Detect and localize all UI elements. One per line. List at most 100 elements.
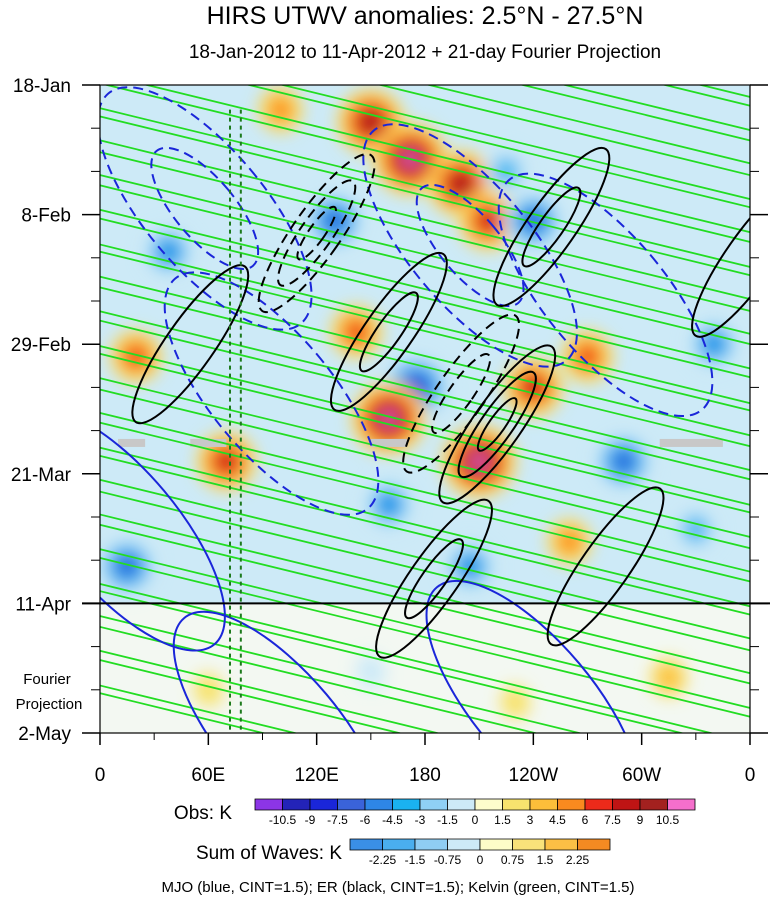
- kelvin-contours: [100, 85, 750, 733]
- legend-swatch: [512, 838, 546, 851]
- legend-level-label: 0: [477, 853, 484, 867]
- anomaly-blob: [496, 161, 516, 182]
- anomaly-blob: [193, 673, 224, 707]
- legend-level-label: -1.5: [437, 813, 458, 827]
- legend-level-label: 1.5: [537, 853, 554, 867]
- er-contour: [329, 251, 448, 412]
- anomaly-blob: [453, 176, 469, 192]
- kelvin-contour: [377, 85, 750, 177]
- anomaly-blob: [159, 242, 178, 261]
- kelvin-contour: [245, 85, 750, 209]
- legend-level-label: -3: [415, 813, 426, 827]
- mjo-contour: [100, 407, 226, 652]
- legend-swatch: [382, 838, 416, 851]
- mjo-contour: [172, 610, 389, 733]
- legend-swatch: [447, 838, 481, 851]
- mjo-contours: [100, 86, 714, 733]
- er-contour: [375, 498, 493, 659]
- er-contour: [257, 153, 376, 314]
- legend-level-label: 6: [582, 813, 589, 827]
- legend-level-label: -0.75: [434, 853, 462, 867]
- y-tick-label: 8-Feb: [21, 206, 71, 227]
- contour-note: MJO (blue, CINT=1.5); ER (black, CINT=1.…: [161, 879, 634, 896]
- legend-swatch: [612, 798, 641, 811]
- kelvin-contour: [100, 446, 750, 616]
- er-contour: [277, 179, 357, 287]
- legend-swatch: [414, 838, 448, 851]
- kelvin-contour: [100, 208, 750, 379]
- x-tick-label: 0: [95, 765, 106, 786]
- legend-swatch: [584, 798, 613, 811]
- projection-label-line2: Projection: [16, 696, 83, 713]
- er-contour: [358, 291, 419, 373]
- mjo-contour: [497, 172, 714, 418]
- er-contours: [131, 146, 750, 659]
- x-tick-label: 60E: [191, 765, 225, 786]
- legend-level-label: 9: [637, 813, 644, 827]
- kelvin-contour: [100, 174, 750, 345]
- legend-swatch: [474, 798, 503, 811]
- legend-swatch: [529, 798, 558, 811]
- x-tick-label: 120E: [294, 765, 338, 786]
- anomaly-blob: [578, 347, 597, 366]
- legend-level-label: 1.5: [494, 813, 511, 827]
- legend-swatch: [349, 838, 383, 851]
- er-contour: [476, 397, 518, 452]
- legend-level-label: 2.25: [566, 853, 590, 867]
- anomaly-blob: [271, 99, 291, 120]
- y-tick-label: 21-Mar: [11, 465, 72, 486]
- mjo-contour: [150, 146, 260, 271]
- kelvin-contour: [103, 85, 750, 243]
- missing-data-segment: [118, 438, 146, 447]
- obs-legend-bar: -10.5 -9 -7.5 -6 -4.5 -3 -1.5 0 1.5 3 4.5 6 7.5 9 10.5: [254, 798, 696, 827]
- anomaly-blob: [705, 335, 723, 354]
- mjo-contour: [415, 183, 525, 308]
- anomaly-blob: [347, 323, 366, 341]
- kelvin-contour: [100, 478, 750, 652]
- legend-swatch: [667, 798, 696, 811]
- legend-level-label: -4.5: [382, 813, 403, 827]
- x-tick-label: 120W: [509, 765, 559, 786]
- missing-data-segments: [118, 438, 723, 447]
- legend-swatch: [254, 798, 283, 811]
- obs-legend-title: Obs: K: [174, 803, 232, 824]
- legend-swatch: [364, 798, 393, 811]
- legend-swatch: [479, 838, 513, 851]
- anomaly-blob: [615, 453, 632, 470]
- y-tick-label: 29-Feb: [11, 335, 71, 356]
- er-contour: [691, 177, 750, 338]
- legend-level-label: -10.5: [269, 813, 297, 827]
- obs-legend: Obs: K -10.5 -9 -7.5 -6 -4.5 -3 -1.5 0 1.5 3 4.5 6 7…: [174, 798, 696, 827]
- kelvin-contour: [100, 583, 715, 733]
- er-contour: [131, 264, 250, 425]
- legend-swatch: [447, 798, 476, 811]
- legend-level-label: -9: [305, 813, 316, 827]
- y-tick-label: 18-Jan: [13, 76, 71, 97]
- kelvin-contour: [100, 243, 750, 412]
- kelvin-contour: [100, 139, 750, 312]
- missing-data-segment: [190, 438, 227, 447]
- kelvin-contour: [100, 310, 750, 481]
- kelvin-contour: [100, 548, 750, 718]
- waves-legend-title: Sum of Waves: K: [196, 843, 342, 864]
- legend-level-label: -1.5: [405, 853, 426, 867]
- chart-subtitle: 18-Jan-2012 to 11-Apr-2012 + 21-day Four…: [189, 42, 661, 63]
- er-contour: [457, 370, 537, 479]
- legend-swatch: [639, 798, 668, 811]
- y-axis: 18-Jan 8-Feb 29-Feb 21-Mar 11-Apr 2-May: [11, 76, 768, 745]
- kelvin-contour: [100, 513, 750, 685]
- legend-level-label: -7.5: [327, 813, 348, 827]
- legend-level-label: 0.75: [501, 853, 525, 867]
- missing-data-segment: [370, 438, 407, 447]
- kelvin-contour: [100, 412, 750, 583]
- waves-legend-bar: -2.25 -1.5 -0.75 0 0.75 1.5 2.25: [349, 838, 611, 867]
- legend-level-label: 4.5: [549, 813, 566, 827]
- er-contour: [296, 205, 337, 261]
- legend-swatch: [502, 798, 531, 811]
- mjo-contour: [163, 271, 380, 516]
- anomaly-blob: [363, 114, 379, 130]
- anomaly-blob: [657, 665, 680, 690]
- legend-swatch: [309, 798, 338, 811]
